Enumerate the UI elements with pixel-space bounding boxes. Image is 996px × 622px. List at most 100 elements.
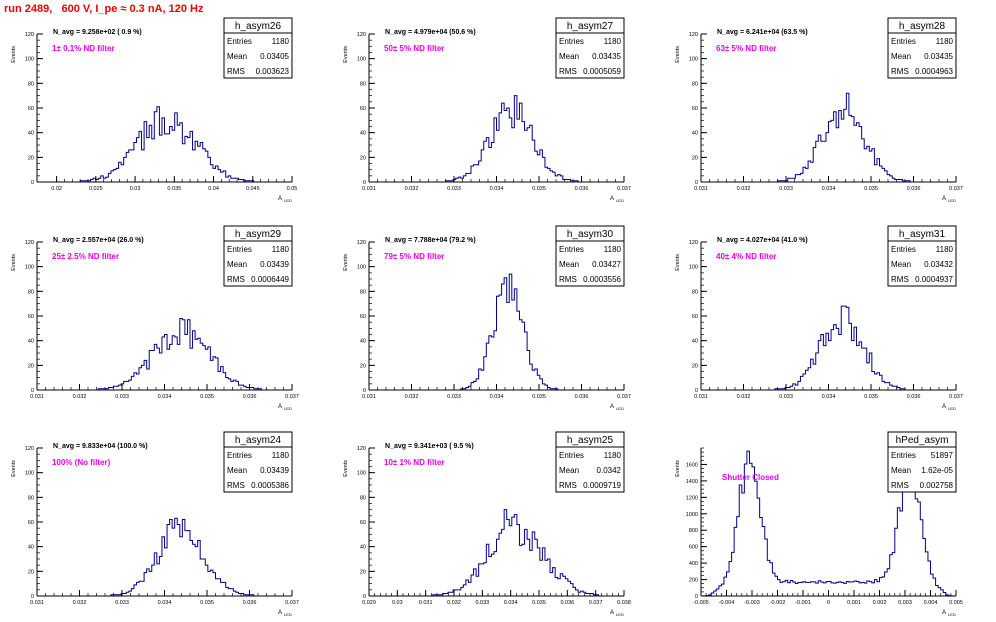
x-tick-label: 0.033 (475, 600, 489, 606)
y-tick-label: 1600 (686, 462, 698, 468)
x-tick-label: 0.034 (504, 600, 518, 606)
x-axis-title: A (942, 404, 946, 410)
chart-panel-h_asym26: 0.02 0.025 0.03 0.035 0.04 0.045 0.05 0 20 40 60 80… (11, 17, 298, 203)
y-tick-label: 1400 (686, 479, 698, 485)
filter-annotation: Shutter Closed (722, 473, 779, 482)
y-tick-label: 20 (28, 155, 34, 161)
filter-annotation: 50± 5% ND filter (384, 44, 444, 53)
stats-label: Mean (227, 260, 247, 269)
x-tick-label: 0.036 (243, 600, 257, 606)
stats-box (223, 431, 293, 493)
y-tick-label: 100 (25, 471, 34, 477)
filter-annotation: 79± 5% ND filter (384, 252, 444, 261)
stats-title: hPed_asym (896, 435, 949, 446)
stats-label: Entries (559, 451, 584, 460)
stats-label: Mean (891, 466, 911, 475)
x-axis-title: A (610, 196, 614, 202)
stats-label: RMS (559, 67, 577, 76)
x-axis-title: A (942, 196, 946, 202)
y-axis-title: Events (343, 46, 349, 63)
y-tick-label: 80 (360, 289, 366, 295)
x-tick-label: 0.035 (532, 186, 546, 192)
x-tick-label: 0.031 (694, 394, 708, 400)
y-tick-label: 0 (363, 180, 366, 186)
x-tick-label: 0.035 (864, 186, 878, 192)
page-title: run 2489, 600 V, I_pe ≈ 0.3 nA, 120 Hz (4, 3, 204, 15)
stats-label: RMS (559, 481, 577, 490)
stats-box (555, 225, 625, 287)
x-tick-label: 0.002 (873, 600, 887, 606)
x-tick-label: 0.037 (285, 394, 299, 400)
y-tick-label: 800 (689, 528, 698, 534)
y-tick-label: 120 (357, 32, 366, 38)
navg-annotation: N_avg = 4.027e+04 (41.0 %) (717, 237, 808, 244)
stats-value: 0.03435 (924, 52, 953, 61)
histogram-series (37, 317, 292, 391)
x-tick-label: 0.034 (158, 394, 172, 400)
y-tick-label: 400 (689, 561, 698, 567)
x-tick-label: 0.035 (864, 394, 878, 400)
y-tick-label: 0 (695, 388, 698, 394)
y-tick-label: 60 (28, 106, 34, 112)
x-tick-label: 0.037 (617, 394, 631, 400)
y-tick-label: 0 (695, 180, 698, 186)
y-tick-label: 80 (28, 289, 34, 295)
x-tick-label: 0.02 (51, 186, 62, 192)
stats-value: 1180 (604, 451, 622, 460)
x-axis-title-sub: LED (948, 612, 956, 617)
x-tick-label: 0.033 (447, 394, 461, 400)
y-tick-label: 80 (360, 81, 366, 87)
y-tick-label: 100 (689, 57, 698, 63)
chart-panel-h_asym24: 0.031 0.032 0.033 0.034 0.035 0.036 0.037 0 20 40… (11, 431, 299, 617)
y-tick-label: 40 (360, 545, 366, 551)
y-tick-label: 20 (28, 363, 34, 369)
chart-panel-h_asym31: 0.031 0.032 0.033 0.034 0.035 0.036 0.037 0 20 40… (675, 225, 963, 411)
y-tick-label: 60 (692, 106, 698, 112)
x-tick-label: 0.05 (287, 186, 298, 192)
y-axis-title: Events (343, 254, 349, 271)
stats-title: h_asym31 (899, 229, 946, 240)
stats-label: RMS (891, 275, 909, 284)
stats-label: RMS (227, 481, 245, 490)
y-tick-label: 100 (689, 265, 698, 271)
x-axis-title-sub: LED (284, 612, 292, 617)
x-tick-label: 0.035 (200, 600, 214, 606)
x-axis-title: A (278, 196, 282, 202)
stats-value: 1180 (936, 37, 954, 46)
stats-box (555, 431, 625, 493)
stats-value: 0.003623 (256, 67, 290, 76)
stats-box (223, 17, 293, 79)
y-tick-label: 40 (28, 131, 34, 137)
navg-annotation: N_avg = 4.979e+04 (50.6 %) (385, 29, 476, 36)
y-tick-label: 120 (25, 32, 34, 38)
stats-label: Entries (227, 37, 252, 46)
stats-value: 0.0005059 (583, 67, 621, 76)
x-tick-label: 0.036 (907, 186, 921, 192)
x-tick-label: 0.034 (490, 186, 504, 192)
stats-label: Mean (559, 260, 579, 269)
x-tick-label: 0.037 (949, 186, 963, 192)
y-tick-label: 120 (357, 240, 366, 246)
x-tick-label: 0.036 (907, 394, 921, 400)
stats-label: Entries (891, 451, 916, 460)
x-tick-label: 0.037 (949, 394, 963, 400)
stats-value: 0.0004937 (915, 275, 953, 284)
y-tick-label: 80 (692, 81, 698, 87)
x-axis-title-sub: LED (616, 406, 624, 411)
x-axis-title-sub: LED (616, 612, 624, 617)
y-tick-label: 0 (31, 180, 34, 186)
stats-title: h_asym27 (567, 21, 614, 32)
x-tick-label: 0.033 (115, 394, 129, 400)
x-tick-label: 0.001 (847, 600, 861, 606)
x-tick-label: 0.031 (30, 600, 44, 606)
y-tick-label: 100 (357, 265, 366, 271)
stats-value: 0.03405 (260, 52, 289, 61)
stats-value: 0.03435 (592, 52, 621, 61)
x-tick-label: 0.005 (949, 600, 963, 606)
y-tick-label: 80 (28, 495, 34, 501)
x-tick-label: 0.031 (419, 600, 433, 606)
x-tick-label: -0.004 (719, 600, 735, 606)
filter-annotation: 40± 4% ND filter (716, 252, 776, 261)
x-axis-title-sub: LED (948, 406, 956, 411)
stats-label: Entries (227, 245, 252, 254)
